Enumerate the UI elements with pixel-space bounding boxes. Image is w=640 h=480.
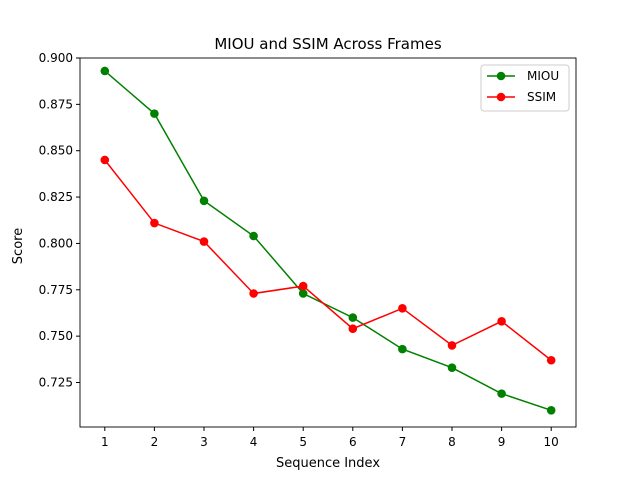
data-point-ssim (100, 155, 110, 165)
y-tick-label: 0.725 (39, 375, 73, 389)
y-tick-label: 0.875 (39, 97, 73, 111)
y-tick-label: 0.825 (39, 190, 73, 204)
x-tick-label: 10 (544, 435, 559, 449)
y-tick-label: 0.900 (39, 51, 73, 65)
y-tick-label: 0.775 (39, 283, 73, 297)
axes-frame (79, 57, 577, 428)
legend: MIOU SSIM (480, 64, 570, 112)
x-tick-label: 3 (200, 435, 208, 449)
data-point-ssim (398, 304, 407, 313)
x-tick-label: 4 (250, 435, 258, 449)
legend-marker-ssim (496, 92, 506, 102)
data-point-ssim (298, 281, 308, 291)
series-line-miou (104, 70, 552, 412)
data-point-ssim (348, 324, 358, 334)
chart-title: MIOU and SSIM Across Frames (214, 35, 441, 53)
data-point-miou (150, 109, 159, 118)
data-point-miou (447, 363, 457, 372)
legend-label-miou: MIOU (527, 69, 559, 83)
plot-area: 1 2 3 4 5 6 7 8 9 10 0.725 0.750 0.775 0.800 0.825 0.85… (39, 51, 577, 449)
y-tick-label: 0.800 (39, 236, 73, 250)
y-axis-label: Score (11, 228, 26, 264)
data-point-ssim (249, 289, 258, 298)
x-tick-label: 5 (299, 435, 307, 449)
data-point-miou (298, 289, 308, 298)
y-tick-label: 0.850 (39, 144, 73, 158)
x-tick-label: 8 (448, 435, 456, 449)
x-tick-label: 2 (151, 435, 159, 449)
legend-marker-miou (496, 71, 506, 81)
data-point-ssim (546, 355, 556, 365)
x-axis-label: Sequence Index (276, 456, 380, 471)
data-point-ssim (199, 237, 209, 246)
data-point-miou (100, 66, 110, 76)
y-tick-label: 0.750 (39, 329, 73, 343)
legend-label-ssim: SSIM (527, 90, 556, 104)
data-point-miou (546, 406, 556, 415)
data-point-miou (348, 313, 358, 322)
x-tick-label: 6 (349, 435, 357, 449)
x-tick-label: 1 (101, 435, 109, 449)
data-point-ssim (497, 317, 506, 326)
x-tick-label: 9 (498, 435, 506, 449)
x-tick-label: 7 (399, 435, 407, 449)
data-point-miou (497, 389, 506, 398)
data-point-miou (199, 196, 209, 206)
data-point-ssim (447, 341, 457, 350)
series-line-ssim (104, 159, 552, 361)
data-point-miou (398, 344, 407, 354)
data-point-ssim (150, 218, 159, 228)
data-point-miou (249, 231, 258, 241)
